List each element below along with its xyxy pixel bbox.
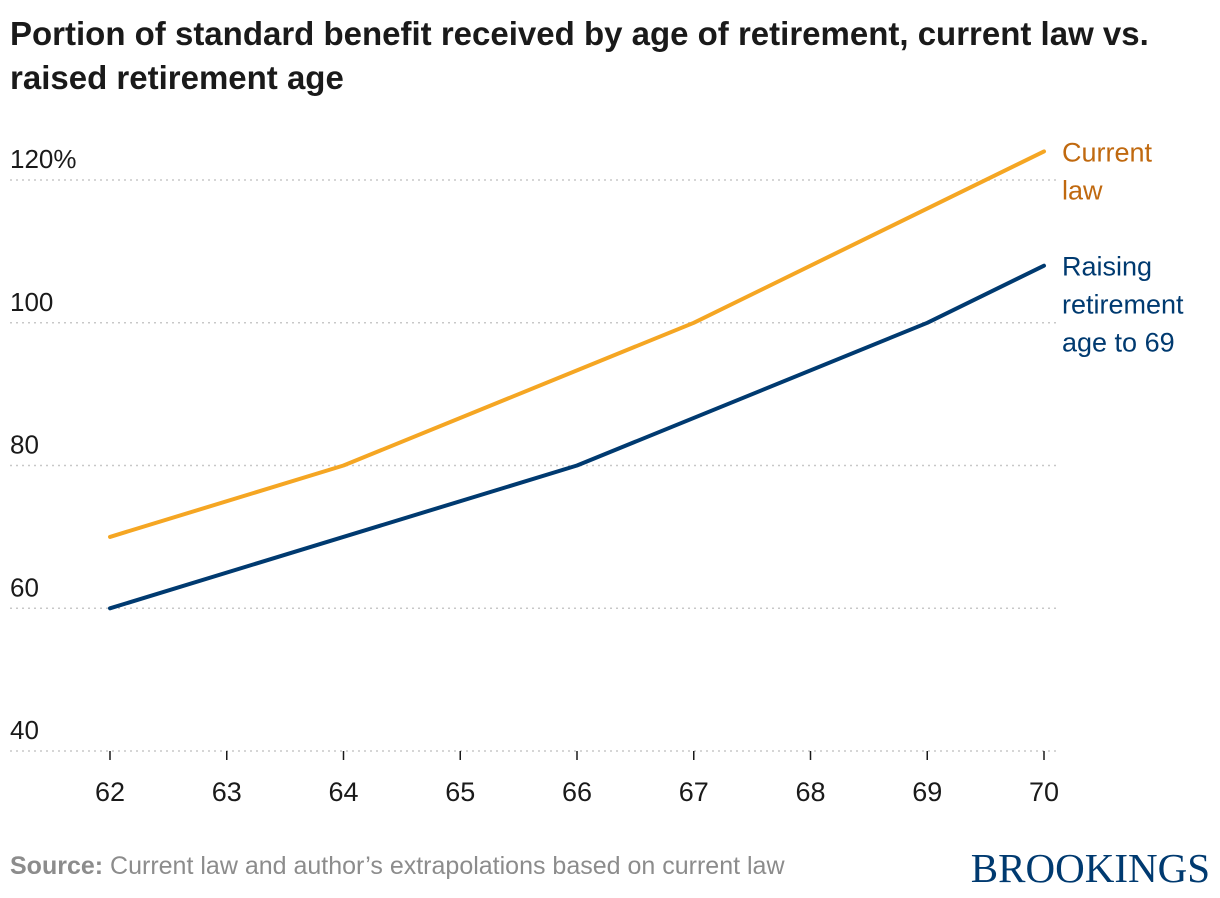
source-note: Source: Current law and author’s extrapo… (10, 852, 785, 881)
x-tick-label-65: 65 (445, 777, 475, 807)
x-tick-label-63: 63 (212, 777, 242, 807)
series-lines (108, 149, 1046, 611)
y-tick-label-80: 80 (10, 430, 39, 460)
series-label-line: Current (1062, 137, 1153, 167)
x-axis: 62 63 64 65 66 67 68 69 70 (95, 751, 1059, 807)
y-tick-label-100: 100 (10, 287, 53, 317)
x-tick-label-67: 67 (679, 777, 709, 807)
x-tick-label-66: 66 (562, 777, 592, 807)
gridlines (10, 179, 1060, 752)
series-label-line: retirement (1062, 290, 1184, 320)
source-label: Source: (10, 852, 104, 880)
x-tick-label-64: 64 (328, 777, 358, 807)
series-labels: Current law Raising retirement age to 69 (1062, 137, 1184, 357)
y-tick-label-120: 120% (10, 144, 77, 174)
x-tick-label-62: 62 (95, 777, 125, 807)
y-tick-label-40: 40 (10, 715, 39, 745)
x-tick-label-70: 70 (1029, 777, 1059, 807)
series-label-raised-age: Raising retirement age to 69 (1062, 252, 1184, 358)
x-tick-label-69: 69 (912, 777, 942, 807)
series-label-line: Raising (1062, 252, 1152, 282)
y-tick-label-60: 60 (10, 572, 39, 602)
series-line-current-law (108, 149, 1046, 539)
y-axis: 40 60 80 100 120% (10, 144, 77, 745)
chart-title: Portion of standard benefit received by … (10, 15, 1149, 96)
x-tick-label-68: 68 (795, 777, 825, 807)
series-line-raised-age (108, 263, 1046, 611)
source-text: Current law and author’s extrapolations … (110, 852, 785, 880)
series-label-current-law: Current law (1062, 137, 1153, 205)
series-label-line: age to 69 (1062, 328, 1175, 358)
series-label-line: law (1062, 175, 1103, 205)
brookings-logo: BROOKINGS (970, 845, 1210, 891)
